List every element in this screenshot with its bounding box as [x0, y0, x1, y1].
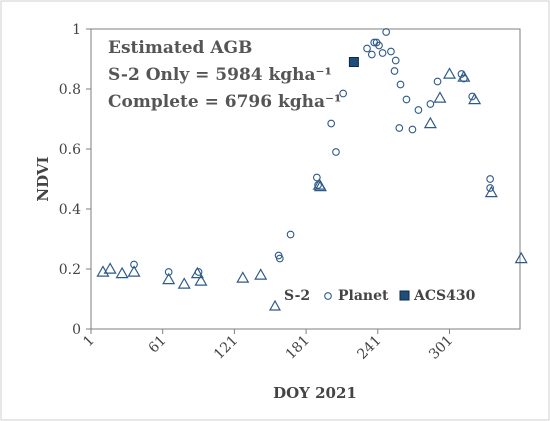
point-planet — [164, 268, 173, 276]
y-tick-label: 0.4 — [59, 202, 81, 218]
point-planet — [486, 184, 494, 192]
point-s2 — [162, 272, 176, 285]
y-tick-label: 0.6 — [59, 142, 81, 158]
point-planet — [375, 41, 383, 50]
point-planet — [395, 124, 404, 132]
point-s2 — [127, 265, 141, 277]
annotation-line-1: Estimated AGB — [108, 38, 252, 58]
point-planet — [194, 268, 203, 276]
y-tick-label: 1 — [72, 22, 81, 38]
legend-marker-acs430 — [399, 290, 410, 301]
annotation-line-3: Complete = 6796 kgha⁻¹ — [108, 92, 341, 112]
annotation-line-2: S-2 Only = 5984 kgha⁻¹ — [108, 65, 332, 85]
point-s2 — [423, 116, 437, 129]
point-s2 — [313, 179, 327, 192]
point-planet — [382, 28, 391, 36]
point-planet — [486, 175, 494, 183]
point-planet — [363, 44, 371, 53]
point-planet — [130, 260, 138, 269]
point-planet — [367, 50, 376, 59]
point-planet — [433, 77, 442, 86]
point-acs430 — [348, 57, 359, 67]
point-s2 — [514, 251, 528, 264]
point-s2 — [103, 262, 117, 274]
annotation-box: Estimated AGB S-2 Only = 5984 kgha⁻¹ Com… — [108, 38, 341, 112]
point-planet — [396, 80, 405, 89]
point-s2 — [115, 266, 129, 279]
legend-label-planet: Planet — [338, 288, 389, 304]
point-s2 — [190, 266, 204, 279]
y-axis-title: NDVI — [34, 156, 52, 201]
point-planet — [402, 95, 411, 104]
point-planet — [314, 181, 322, 189]
point-planet — [408, 125, 417, 134]
point-planet — [387, 47, 395, 56]
point-s2 — [442, 67, 457, 79]
point-s2 — [468, 92, 482, 105]
y-tick-label: 0.8 — [59, 82, 81, 98]
legend-label-s2: S-2 — [284, 288, 310, 304]
legend: S-2 Planet ACS430 — [268, 288, 476, 311]
point-planet — [275, 254, 284, 263]
point-planet — [459, 74, 468, 83]
point-s2 — [236, 271, 250, 283]
point-s2 — [194, 274, 208, 286]
point-planet — [378, 49, 387, 57]
point-planet — [390, 67, 399, 75]
point-planet — [468, 92, 477, 101]
data-points — [96, 28, 528, 289]
point-planet — [332, 148, 340, 156]
y-tick-label: 0.2 — [59, 262, 81, 278]
point-planet — [457, 70, 466, 78]
plot-area-border — [90, 28, 521, 330]
point-planet — [339, 89, 347, 98]
point-planet — [327, 119, 336, 128]
point-s2 — [484, 185, 498, 198]
point-s2 — [177, 277, 191, 289]
legend-marker-planet — [324, 292, 332, 300]
point-planet — [286, 230, 295, 239]
point-planet — [426, 100, 435, 108]
legend-marker-s2 — [268, 299, 282, 311]
y-tick-label: 0 — [72, 322, 81, 338]
axes: 00.20.40.60.811 61 121 181 241 301 — [59, 22, 521, 363]
x-axis-title: DOY 2021 — [273, 384, 357, 402]
point-planet — [313, 173, 321, 182]
legend-label-acs430: ACS430 — [413, 288, 476, 304]
point-s2 — [433, 91, 447, 103]
point-s2 — [254, 268, 268, 280]
point-planet — [414, 106, 423, 114]
point-planet — [391, 56, 400, 65]
